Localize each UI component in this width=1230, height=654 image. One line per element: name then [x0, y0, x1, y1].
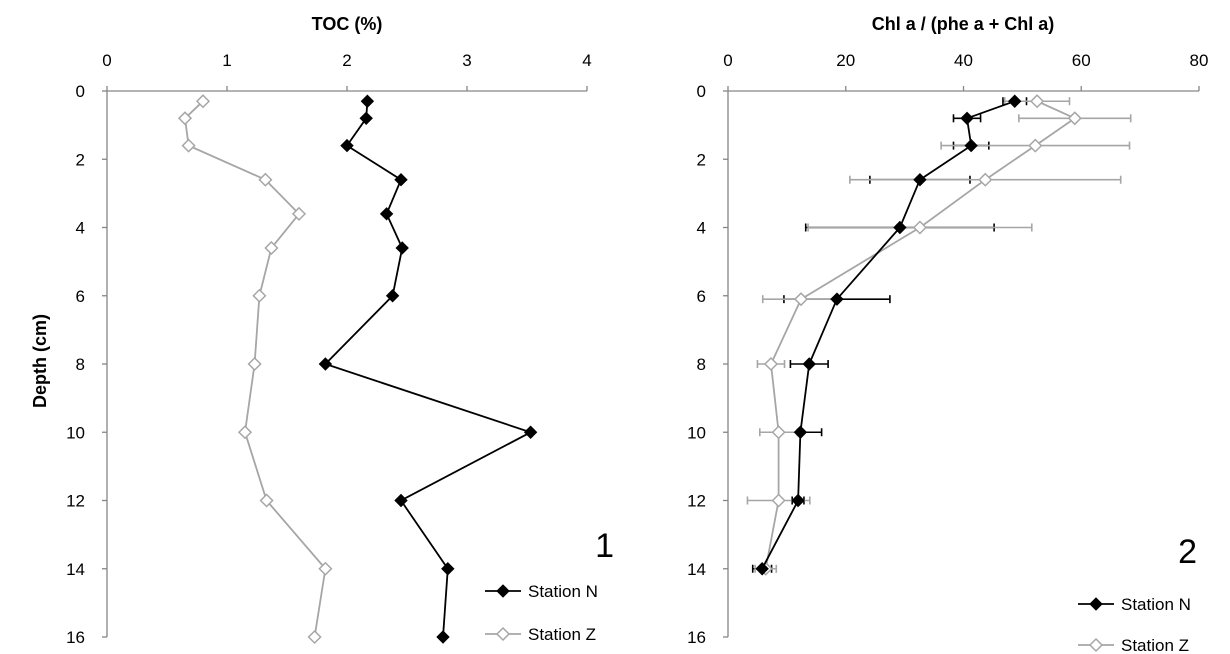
- data-point: [523, 425, 538, 439]
- legend-label: Station Z: [528, 625, 596, 644]
- data-point: [763, 356, 779, 372]
- data-point: [237, 425, 253, 440]
- y-tick-label: 4: [76, 219, 85, 238]
- data-point: [436, 630, 450, 644]
- data-point: [318, 357, 333, 371]
- y-tick-label: 16: [66, 628, 85, 647]
- data-point: [379, 207, 394, 221]
- panel-number: 1: [595, 527, 614, 565]
- data-point: [964, 138, 978, 153]
- data-point: [771, 493, 786, 508]
- x-tick-label: 20: [836, 51, 855, 70]
- y-tick-label: 10: [66, 423, 85, 442]
- x-tick-label: 0: [723, 51, 732, 70]
- data-point: [359, 111, 373, 126]
- legend-marker: [496, 584, 510, 598]
- legend-marker: [495, 626, 511, 642]
- y-tick-label: 0: [76, 82, 85, 101]
- legend-label: Station N: [1121, 595, 1191, 614]
- y-tick-label: 8: [697, 355, 706, 374]
- data-point: [755, 562, 769, 576]
- y-tick-label: 4: [697, 219, 706, 238]
- data-point: [1067, 111, 1082, 126]
- legend-label: Station Z: [1121, 636, 1189, 654]
- legend-marker: [1089, 597, 1103, 611]
- data-point: [960, 111, 974, 126]
- data-point: [181, 138, 196, 153]
- y-axis-label: Depth (cm): [30, 314, 50, 408]
- series-line: [764, 100, 1077, 569]
- data-point: [394, 173, 408, 187]
- data-point: [264, 240, 279, 256]
- legend-label: Station N: [528, 582, 598, 601]
- data-point: [912, 220, 927, 235]
- data-point: [360, 94, 375, 108]
- data-point: [893, 220, 907, 235]
- x-tick-label: 3: [462, 51, 471, 70]
- data-point: [385, 289, 400, 303]
- data-point: [793, 425, 808, 439]
- data-point: [791, 493, 805, 508]
- chl-ratio-chart: Chl a / (phe a + Chl a) 0 20 40 60 80 0 2 4 6 8 10 1…: [687, 14, 1208, 654]
- data-point: [394, 493, 408, 508]
- data-point: [1030, 94, 1045, 109]
- legend-marker: [1088, 637, 1104, 653]
- data-point: [252, 288, 267, 303]
- data-point: [441, 562, 455, 576]
- x-tick-label: 1: [222, 51, 231, 70]
- y-tick-label: 2: [76, 150, 85, 169]
- data-point: [395, 241, 409, 255]
- y-tick-label: 16: [687, 628, 706, 647]
- data-point: [307, 629, 322, 645]
- y-tick-label: 10: [687, 423, 706, 442]
- y-tick-label: 2: [697, 150, 706, 169]
- data-point: [771, 425, 786, 440]
- y-tick-label: 8: [76, 355, 85, 374]
- chart-title: Chl a / (phe a + Chl a): [872, 14, 1055, 34]
- y-tick-label: 14: [66, 560, 85, 579]
- y-tick-label: 12: [66, 492, 85, 511]
- y-tick-label: 12: [687, 492, 706, 511]
- y-tick-label: 0: [697, 82, 706, 101]
- data-point: [793, 292, 809, 307]
- data-point: [913, 173, 927, 187]
- data-point: [802, 357, 816, 371]
- data-point: [247, 356, 262, 372]
- x-tick-label: 0: [102, 51, 111, 70]
- y-tick-label: 6: [76, 287, 85, 306]
- data-point: [1028, 138, 1043, 153]
- chart-title: TOC (%): [312, 14, 383, 34]
- data-point: [318, 561, 333, 576]
- data-point: [978, 172, 993, 187]
- data-point: [830, 292, 844, 306]
- x-tick-label: 4: [582, 51, 591, 70]
- data-point: [1008, 94, 1022, 108]
- data-point: [258, 172, 273, 187]
- x-tick-label: 80: [1190, 51, 1209, 70]
- y-tick-label: 6: [697, 287, 706, 306]
- panel-number: 2: [1178, 533, 1197, 571]
- series-line: [323, 101, 533, 638]
- data-point: [195, 94, 211, 109]
- series-line: [761, 100, 1016, 570]
- x-tick-label: 60: [1072, 51, 1091, 70]
- data-point: [177, 111, 193, 126]
- y-tick-label: 14: [687, 560, 706, 579]
- data-point: [291, 206, 307, 221]
- x-tick-label: 40: [954, 51, 973, 70]
- data-point: [340, 138, 354, 153]
- x-tick-label: 2: [342, 51, 351, 70]
- data-point: [259, 493, 274, 508]
